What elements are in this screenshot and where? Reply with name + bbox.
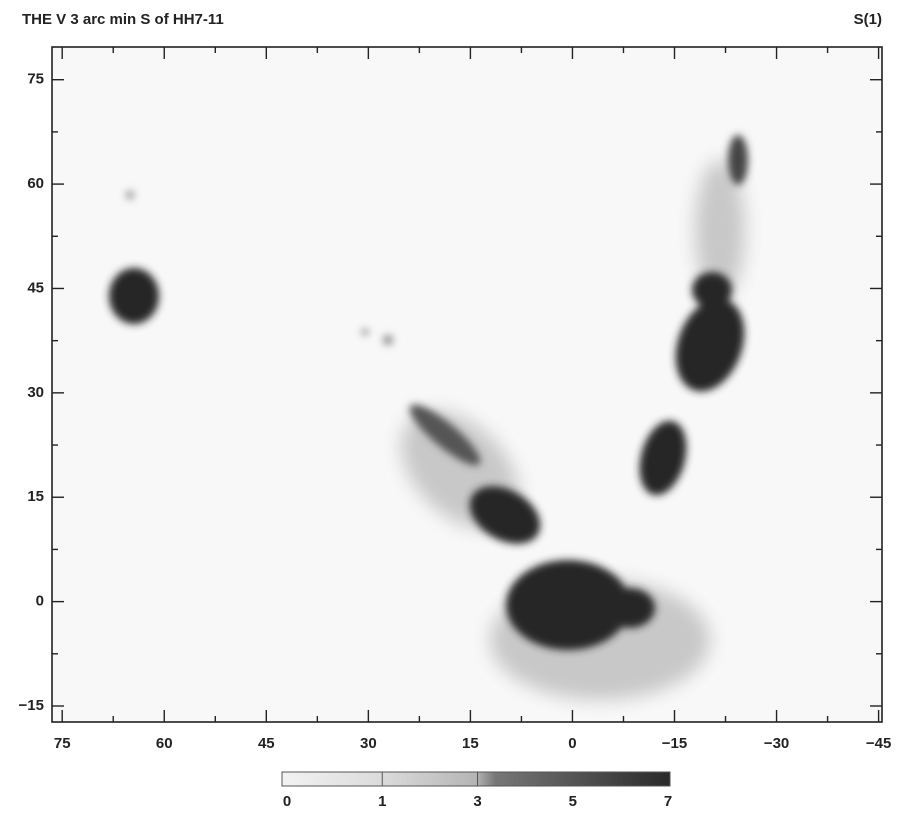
x-tick-label: 75 (54, 735, 71, 752)
colorbar-label: 5 (569, 793, 577, 810)
x-tick-label: −15 (662, 735, 687, 752)
chart-title: THE V 3 arc min S of HH7-11 (22, 11, 224, 28)
y-tick-label: 60 (27, 175, 44, 192)
colorbar-label: 0 (283, 793, 291, 810)
y-tick-label: 75 (27, 71, 44, 88)
x-tick-label: 15 (462, 735, 479, 752)
emission-blob (728, 135, 748, 185)
panel-label: S(1) (854, 11, 882, 28)
emission-blob (362, 329, 368, 335)
colorbar-label: 1 (378, 793, 386, 810)
y-tick-label: 0 (36, 593, 44, 610)
emission-blob (109, 268, 159, 324)
x-tick-label: −30 (764, 735, 789, 752)
y-tick-label: −15 (19, 697, 44, 714)
x-tick-label: 45 (258, 735, 275, 752)
image (52, 47, 882, 722)
chart: THE V 3 arc min S of HH7-11 S(1) 7560453… (0, 0, 899, 814)
emission-blob (383, 335, 393, 345)
x-tick-label: 0 (568, 735, 576, 752)
colorbar-label: 7 (664, 793, 672, 810)
x-tick-label: 60 (156, 735, 173, 752)
x-tick-label: 30 (360, 735, 377, 752)
emission-blob (126, 191, 134, 199)
colorbar-label: 3 (473, 793, 481, 810)
emission-blob (692, 272, 732, 308)
y-tick-label: 15 (27, 488, 44, 505)
image-background (52, 47, 882, 722)
colorbar (282, 772, 670, 786)
y-tick-label: 30 (27, 384, 44, 401)
emission-blob (605, 588, 655, 628)
x-tick-label: −45 (866, 735, 891, 752)
y-tick-label: 45 (27, 279, 44, 296)
